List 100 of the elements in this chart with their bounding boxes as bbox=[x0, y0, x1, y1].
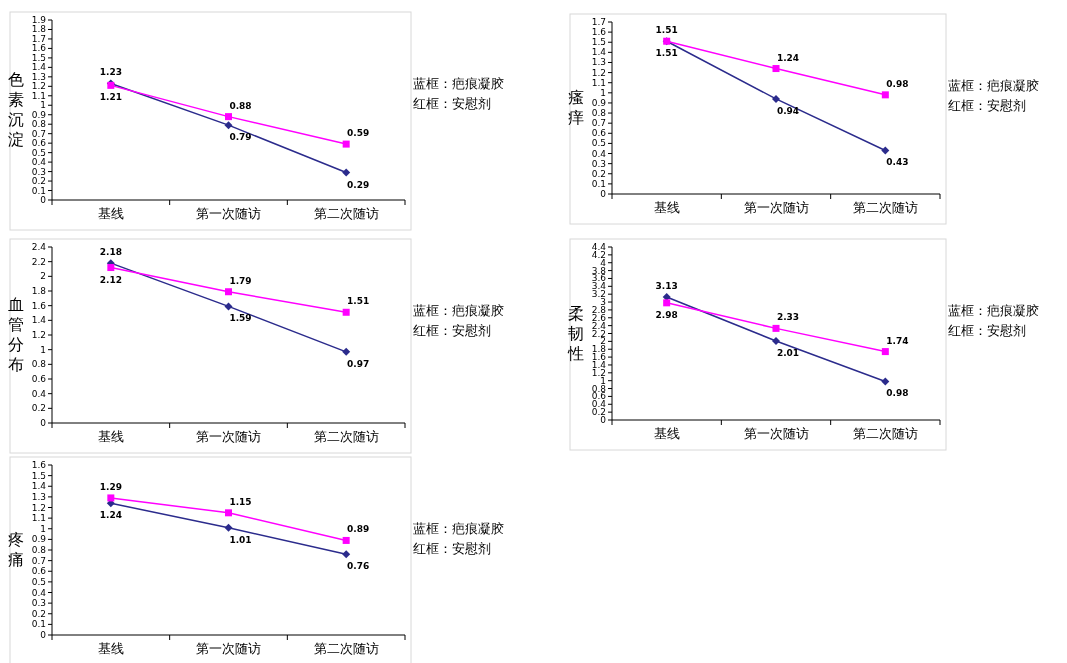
point bbox=[342, 536, 350, 544]
data-label: 1.24 bbox=[776, 52, 800, 63]
text: 蓝框：疤痕凝胶 bbox=[413, 76, 504, 91]
data-label: 2.01 bbox=[776, 347, 800, 358]
y-tick-label: 2 bbox=[40, 271, 46, 282]
y-tick-label: 1 bbox=[40, 523, 46, 534]
y-tick-label: 0.5 bbox=[31, 576, 46, 587]
y-tick-label: 1.7 bbox=[591, 17, 606, 27]
y-tick-label: 1.2 bbox=[591, 67, 606, 78]
point bbox=[225, 288, 232, 296]
y-tick-label: 1.2 bbox=[31, 81, 46, 92]
y-tick-label: 0.2 bbox=[31, 403, 46, 414]
point bbox=[225, 509, 232, 517]
point bbox=[772, 336, 780, 345]
y-tick-label: 1 bbox=[600, 375, 606, 386]
y-tick-label: 1.6 bbox=[31, 43, 47, 54]
data-label: 2.18 bbox=[99, 247, 122, 258]
y-tick-label: 0.9 bbox=[31, 534, 47, 545]
x-tick-label: 第二次随访 bbox=[852, 426, 918, 441]
y-tick-label: 0.6 bbox=[31, 566, 47, 577]
y-tick-label: 0.1 bbox=[591, 178, 606, 189]
y-tick-label: 0.7 bbox=[31, 128, 46, 139]
y-tick-label: 0.1 bbox=[31, 619, 46, 630]
point bbox=[225, 113, 232, 121]
y-tick-label: 1.2 bbox=[591, 367, 606, 378]
y-tick-label: 2.2 bbox=[591, 328, 606, 339]
y-tick-label: 0.3 bbox=[31, 166, 46, 177]
point bbox=[663, 299, 671, 307]
data-label: 0.94 bbox=[776, 105, 800, 116]
y-tick-label: 0.3 bbox=[591, 158, 606, 169]
x-tick-label: 第二次随访 bbox=[852, 200, 918, 215]
y-tick-label: 0.4 bbox=[591, 148, 607, 159]
y-tick-label: 0.9 bbox=[591, 97, 607, 108]
x-tick-label: 第一次随访 bbox=[196, 641, 261, 656]
point bbox=[224, 121, 233, 130]
y-tick-label: 1 bbox=[600, 87, 606, 98]
point bbox=[881, 348, 889, 356]
y-tick-label: 1.4 bbox=[591, 47, 607, 58]
data-label: 0.29 bbox=[347, 179, 370, 190]
x-tick-label: 第一次随访 bbox=[743, 200, 809, 215]
point bbox=[342, 140, 350, 148]
point bbox=[107, 494, 115, 502]
data-label: 1.74 bbox=[886, 335, 909, 346]
y-tick-label: 2.2 bbox=[31, 256, 46, 267]
y-tick-label: 1.5 bbox=[31, 52, 46, 63]
y-tick-label: 1.4 bbox=[31, 62, 47, 73]
y-axis-title: 血管分布 bbox=[8, 295, 24, 374]
x-tick-label: 第一次随访 bbox=[196, 206, 261, 221]
text: 蓝框：疤痕凝胶 bbox=[413, 303, 504, 318]
data-label: 1.79 bbox=[229, 275, 252, 286]
data-label: 0.97 bbox=[347, 358, 370, 369]
data-label: 0.43 bbox=[886, 157, 909, 168]
x-tick-label: 第二次随访 bbox=[313, 641, 379, 656]
y-tick-label: 1.5 bbox=[31, 470, 46, 481]
y-tick-label: 1.6 bbox=[31, 460, 47, 470]
y-tick-label: 0.2 bbox=[591, 407, 606, 418]
y-tick-label: 0.8 bbox=[31, 119, 47, 130]
y-tick-label: 0.2 bbox=[31, 608, 46, 619]
x-tick-label: 第二次随访 bbox=[313, 429, 379, 444]
y-tick-label: 0.9 bbox=[31, 109, 47, 120]
y-tick-label: 1.8 bbox=[31, 24, 47, 35]
data-label: 1.01 bbox=[229, 534, 252, 545]
point bbox=[342, 347, 351, 356]
y-tick-label: 0 bbox=[600, 415, 607, 425]
y-tick-label: 2.4 bbox=[31, 242, 47, 252]
data-label: 1.51 bbox=[347, 296, 370, 307]
y-axis-title: 瘙痒 bbox=[568, 88, 584, 127]
y-axis-title: 色素沉淀 bbox=[8, 70, 24, 149]
y-tick-label: 0.4 bbox=[31, 157, 47, 168]
data-label: 0.89 bbox=[347, 524, 370, 535]
point bbox=[772, 65, 780, 73]
text: 蓝框：疤痕凝胶 bbox=[413, 521, 504, 536]
y-tick-label: 0.5 bbox=[591, 138, 606, 149]
y-tick-label: 0 bbox=[40, 418, 47, 428]
y-tick-label: 2.6 bbox=[591, 312, 607, 323]
point bbox=[881, 377, 890, 386]
point bbox=[224, 523, 233, 532]
y-tick-label: 1.6 bbox=[31, 300, 47, 311]
point bbox=[342, 550, 351, 559]
x-tick-label: 基线 bbox=[653, 426, 680, 441]
y-tick-label: 1.7 bbox=[31, 33, 46, 44]
data-label: 2.33 bbox=[776, 312, 800, 323]
y-tick-label: 4.4 bbox=[591, 242, 607, 252]
y-tick-label: 1.3 bbox=[591, 57, 606, 68]
text: 红框：安慰剂 bbox=[413, 96, 491, 111]
text: 红框：安慰剂 bbox=[948, 323, 1026, 338]
y-tick-label: 2 bbox=[600, 336, 606, 347]
data-label: 2.12 bbox=[99, 274, 122, 285]
data-label: 1.15 bbox=[229, 496, 252, 507]
y-tick-label: 1.2 bbox=[31, 330, 46, 340]
x-tick-label: 第一次随访 bbox=[196, 429, 261, 444]
y-tick-label: 0.5 bbox=[31, 147, 46, 158]
y-tick-label: 1.1 bbox=[31, 513, 46, 524]
data-label: 1.51 bbox=[655, 25, 678, 36]
x-tick-label: 基线 bbox=[653, 200, 680, 215]
point bbox=[772, 94, 780, 103]
y-tick-label: 0.8 bbox=[31, 545, 47, 555]
y-tick-label: 3.8 bbox=[591, 265, 607, 276]
data-label: 0.98 bbox=[886, 78, 909, 89]
y-tick-label: 3.6 bbox=[591, 273, 607, 284]
